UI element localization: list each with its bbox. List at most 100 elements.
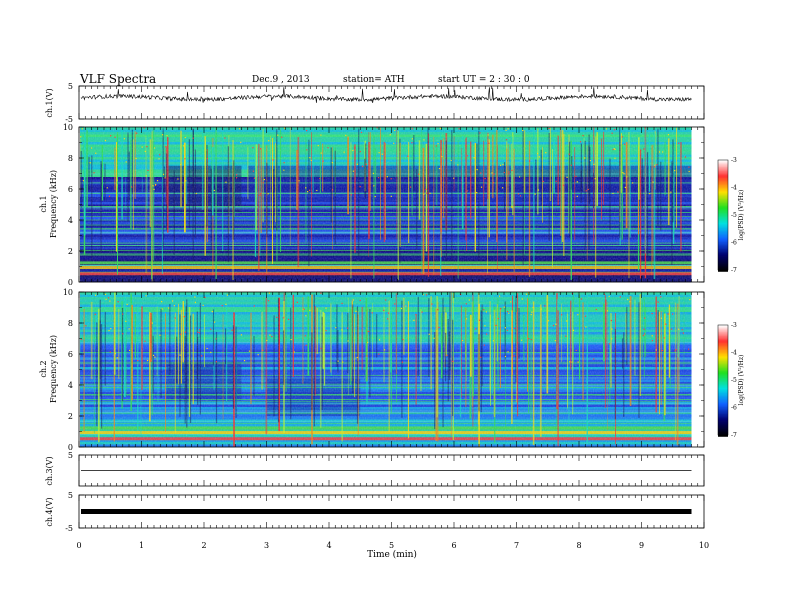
spectrogram-texture xyxy=(80,292,692,447)
colorbar-swatch xyxy=(718,412,728,415)
colorbar-swatch xyxy=(718,229,728,232)
colorbar-swatch xyxy=(718,208,728,211)
colorbar-swatch xyxy=(718,393,728,396)
colorbar-swatch xyxy=(718,397,728,400)
colorbar-swatch xyxy=(718,268,728,271)
colorbar-swatch xyxy=(718,361,728,363)
colorbar-swatch xyxy=(718,270,728,272)
colorbar-swatch xyxy=(718,237,728,240)
y-tick-label: 0 xyxy=(68,443,73,452)
colorbar-swatch xyxy=(718,261,728,264)
colorbar-swatch xyxy=(718,369,728,372)
ylabel-ch3-voltage: ch.3(V) xyxy=(45,456,54,485)
colorbar-swatch xyxy=(718,389,728,391)
colorbar-tick-label: -4 xyxy=(731,350,737,357)
colorbar-swatch xyxy=(718,347,728,350)
colorbar-swatch xyxy=(718,396,728,398)
colorbar-tick-label: -5 xyxy=(731,212,737,219)
colorbar-swatch xyxy=(718,162,728,165)
x-tick-label: 10 xyxy=(699,541,709,550)
colorbar-swatch xyxy=(718,345,728,348)
colorbar-swatch xyxy=(718,254,728,257)
colorbar-swatch xyxy=(718,222,728,225)
colorbar-swatch xyxy=(718,435,728,437)
colorbar-swatch xyxy=(718,200,728,203)
colorbar-swatch xyxy=(718,165,728,168)
colorbar-swatch xyxy=(718,327,728,330)
colorbar-swatch xyxy=(718,391,728,394)
y-tick-label: 4 xyxy=(68,216,73,225)
ch4-waveform-trace xyxy=(81,509,692,514)
colorbar-swatch xyxy=(718,325,728,327)
x-tick-label: 1 xyxy=(139,541,144,550)
y-tick-label: 8 xyxy=(68,154,73,163)
y-tick-label: 10 xyxy=(63,123,73,132)
ch1-waveform-trace xyxy=(80,87,692,104)
colorbar-swatch xyxy=(718,408,728,411)
colorbar-ch2: -3 -4 -5 -6 -7 log(PSD) (V²/Hz) xyxy=(717,322,745,439)
colorbar-swatch xyxy=(718,225,728,228)
colorbar-swatch xyxy=(718,394,728,397)
colorbar-swatch xyxy=(718,182,728,185)
colorbar-swatch xyxy=(718,366,728,369)
colorbar-swatch xyxy=(718,232,728,235)
colorbar-swatch xyxy=(718,263,728,265)
colorbar-swatch xyxy=(718,256,728,258)
station-label: station= ATH xyxy=(343,75,405,85)
colorbar-swatch xyxy=(718,348,728,351)
x-tick-label: 6 xyxy=(451,541,456,550)
colorbar-swatch xyxy=(718,243,728,246)
colorbar-swatch xyxy=(718,242,728,244)
colorbar-swatch xyxy=(718,419,728,422)
colorbar-swatch xyxy=(718,336,728,338)
colorbar-tick-label: -7 xyxy=(731,432,737,439)
colorbar-swatch xyxy=(718,210,728,212)
ylabel-ch1-prefix: ch.1 xyxy=(39,195,48,212)
colorbar-swatch xyxy=(718,211,728,214)
colorbar-swatch xyxy=(718,333,728,336)
panel-ch1-spectrogram xyxy=(80,127,704,283)
colorbar-swatch xyxy=(718,390,728,393)
colorbar-tick-label: -3 xyxy=(731,322,737,329)
colorbar-swatch xyxy=(718,429,728,432)
colorbar-swatch xyxy=(718,416,728,419)
colorbar-swatch xyxy=(718,351,728,354)
colorbar-swatch xyxy=(718,161,728,164)
colorbar-swatch xyxy=(718,203,728,205)
colorbar-swatch xyxy=(718,379,728,382)
y-tick-label: 5 xyxy=(68,82,73,91)
colorbar-swatch xyxy=(718,197,728,200)
colorbar-swatch xyxy=(718,212,728,215)
colorbar-swatch xyxy=(718,343,728,345)
colorbar-swatch xyxy=(718,430,728,433)
colorbar-swatch xyxy=(718,192,728,194)
ylabel-ch2-frequency: Frequency (kHz) xyxy=(49,335,58,403)
colorbar-swatch xyxy=(718,217,728,219)
colorbar-swatch xyxy=(718,179,728,182)
colorbar-swatch xyxy=(718,173,728,176)
colorbar-swatch xyxy=(718,183,728,186)
x-tick-label: 9 xyxy=(639,541,644,550)
y-tick-label: 5 xyxy=(68,491,73,500)
colorbar-swatch xyxy=(718,226,728,229)
colorbar-swatch xyxy=(718,160,728,162)
colorbar-swatch xyxy=(718,233,728,236)
colorbar-swatch xyxy=(718,376,728,379)
panel-ch2-spectrogram xyxy=(79,292,704,448)
x-tick-label: 2 xyxy=(201,541,206,550)
colorbar-swatch xyxy=(718,418,728,421)
colorbar-tick-label: -6 xyxy=(731,240,737,247)
colorbar-swatch xyxy=(718,383,728,386)
colorbar-label: log(PSD) (V²/Hz) xyxy=(738,355,745,406)
colorbar-swatch xyxy=(718,204,728,207)
colorbar-swatch xyxy=(718,433,728,436)
colorbar-swatch xyxy=(718,355,728,358)
colorbar-swatch xyxy=(718,240,728,243)
colorbar-swatch xyxy=(718,365,728,368)
colorbar-tick-label: -5 xyxy=(731,377,737,384)
colorbar-swatch xyxy=(718,249,728,251)
colorbar-swatch xyxy=(718,169,728,172)
colorbar-swatch xyxy=(718,214,728,217)
colorbar-tick-label: -4 xyxy=(731,185,737,192)
